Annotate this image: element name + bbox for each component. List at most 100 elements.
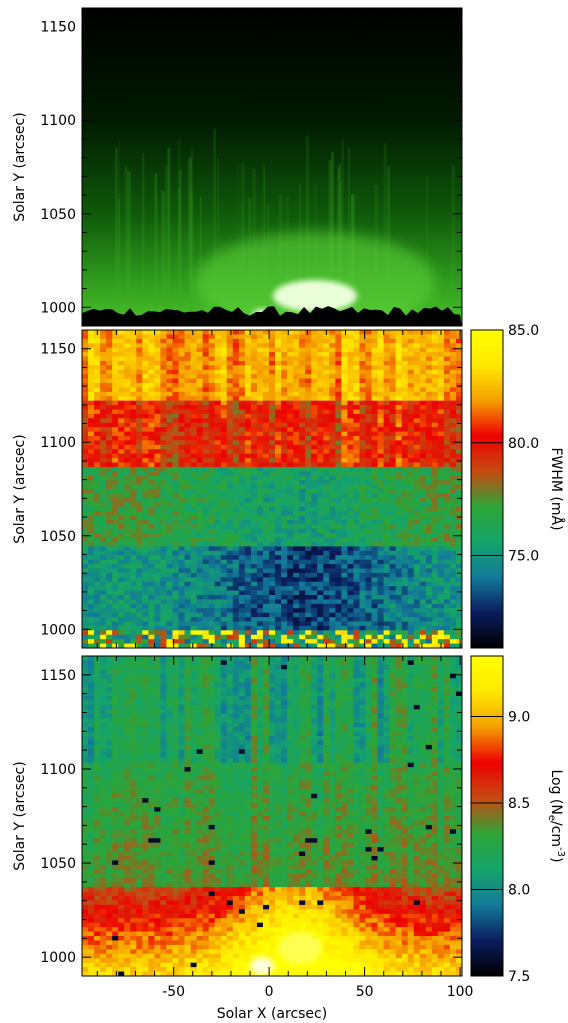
- heatmap-cell: [100, 643, 107, 648]
- heatmap-cell: [449, 356, 457, 362]
- heatmap-cell: [437, 449, 445, 455]
- heatmap-cell: [184, 528, 192, 534]
- heatmap-cell: [160, 542, 167, 547]
- heatmap-cell: [431, 590, 439, 596]
- heatmap-cell: [118, 625, 125, 631]
- heatmap-cell: [353, 599, 360, 605]
- heatmap-cell: [419, 524, 427, 530]
- heatmap-cell: [401, 537, 409, 543]
- heatmap-cell: [359, 383, 366, 388]
- heatmap-cell: [160, 458, 167, 463]
- heatmap-cell: [395, 422, 403, 428]
- heatmap-cell: [82, 449, 89, 455]
- heatmap-cell: [413, 577, 421, 583]
- heatmap-cell: [359, 519, 366, 525]
- heatmap-cell: [148, 378, 155, 384]
- heatmap-cell: [281, 634, 288, 640]
- heatmap-cell: [154, 360, 161, 366]
- heatmap-cell: [208, 621, 216, 627]
- heatmap-cell: [202, 568, 210, 574]
- heatmap-cell: [311, 330, 318, 335]
- heatmap-cell: [437, 555, 445, 561]
- heatmap-cell: [395, 369, 403, 375]
- heatmap-cell: [305, 630, 312, 636]
- heatmap-cell: [268, 458, 276, 463]
- heatmap-cell: [184, 458, 192, 463]
- heatmap-cell: [407, 502, 415, 508]
- heatmap-cell: [299, 352, 306, 357]
- heatmap-cell: [124, 489, 131, 494]
- heatmap-cell: [262, 396, 270, 402]
- heatmap-cell: [94, 537, 101, 543]
- heatmap-cell: [226, 369, 234, 375]
- heatmap-cell: [323, 400, 330, 406]
- heatmap-cell: [305, 418, 312, 424]
- heatmap-cell: [178, 387, 186, 393]
- heatmap-cell: [311, 480, 318, 486]
- heatmap-cell: [389, 537, 397, 543]
- heatmap-cell: [407, 515, 415, 521]
- heatmap-cell: [329, 383, 336, 388]
- heatmap-cell: [281, 400, 288, 406]
- heatmap-cell: [130, 347, 137, 353]
- heatmap-cell: [287, 480, 294, 486]
- heatmap-cell: [371, 484, 379, 490]
- heatmap-cell: [431, 546, 439, 552]
- heatmap-cell: [311, 546, 318, 552]
- heatmap-cell: [166, 462, 173, 468]
- heatmap-cell: [287, 396, 294, 402]
- heatmap-cell: [250, 608, 258, 614]
- heatmap-cell: [166, 599, 173, 605]
- heatmap-cell: [365, 550, 373, 556]
- heatmap-cell: [449, 449, 457, 455]
- heatmap-cell: [196, 568, 204, 574]
- heatmap-cell: [118, 608, 125, 614]
- heatmap-cell: [82, 537, 89, 543]
- heatmap-cell: [401, 471, 409, 477]
- heatmap-cell: [389, 634, 397, 640]
- heatmap-cell: [305, 436, 312, 441]
- heatmap-cell: [317, 405, 324, 410]
- heatmap-cell: [190, 453, 198, 459]
- heatmap-cell: [196, 343, 204, 349]
- heatmap-cell: [317, 493, 324, 499]
- heatmap-cell: [419, 511, 427, 516]
- heatmap-cell: [124, 546, 131, 552]
- heatmap-cell: [172, 489, 180, 494]
- heatmap-cell: [311, 590, 318, 596]
- heatmap-cell: [244, 621, 252, 627]
- heatmap-cell: [389, 475, 397, 481]
- heatmap-cell: [449, 497, 457, 503]
- heatmap-cell: [142, 356, 149, 362]
- heatmap-cell: [220, 436, 228, 441]
- heatmap-cell: [365, 542, 373, 547]
- heatmap-cell: [293, 409, 300, 415]
- heatmap-cell: [256, 555, 264, 561]
- heatmap-cell: [166, 471, 173, 477]
- heatmap-cell: [184, 365, 192, 371]
- heatmap-cell: [431, 639, 439, 645]
- heatmap-cell: [166, 436, 173, 441]
- heatmap-cell: [299, 391, 306, 397]
- heatmap-cell: [112, 449, 119, 455]
- heatmap-cell: [220, 369, 228, 375]
- heatmap-cell: [190, 664, 198, 670]
- heatmap-cell: [305, 369, 312, 375]
- heatmap-cell: [106, 343, 113, 349]
- heatmap-cell: [389, 519, 397, 525]
- heatmap-cell: [160, 528, 167, 534]
- heatmap-cell: [383, 621, 391, 627]
- heatmap-cell: [347, 387, 354, 393]
- heatmap-cell: [383, 511, 391, 516]
- heatmap-cell: [287, 391, 294, 397]
- heatmap-cell: [160, 625, 167, 631]
- heatmap-cell: [190, 338, 198, 344]
- heatmap-cell: [443, 418, 451, 424]
- heatmap-cell: [413, 458, 421, 463]
- heatmap-cell: [268, 391, 276, 397]
- heatmap-cell: [178, 621, 186, 627]
- heatmap-cell: [317, 431, 324, 437]
- heatmap-cell: [359, 343, 366, 349]
- heatmap-cell: [449, 555, 457, 561]
- heatmap-cell: [437, 347, 445, 353]
